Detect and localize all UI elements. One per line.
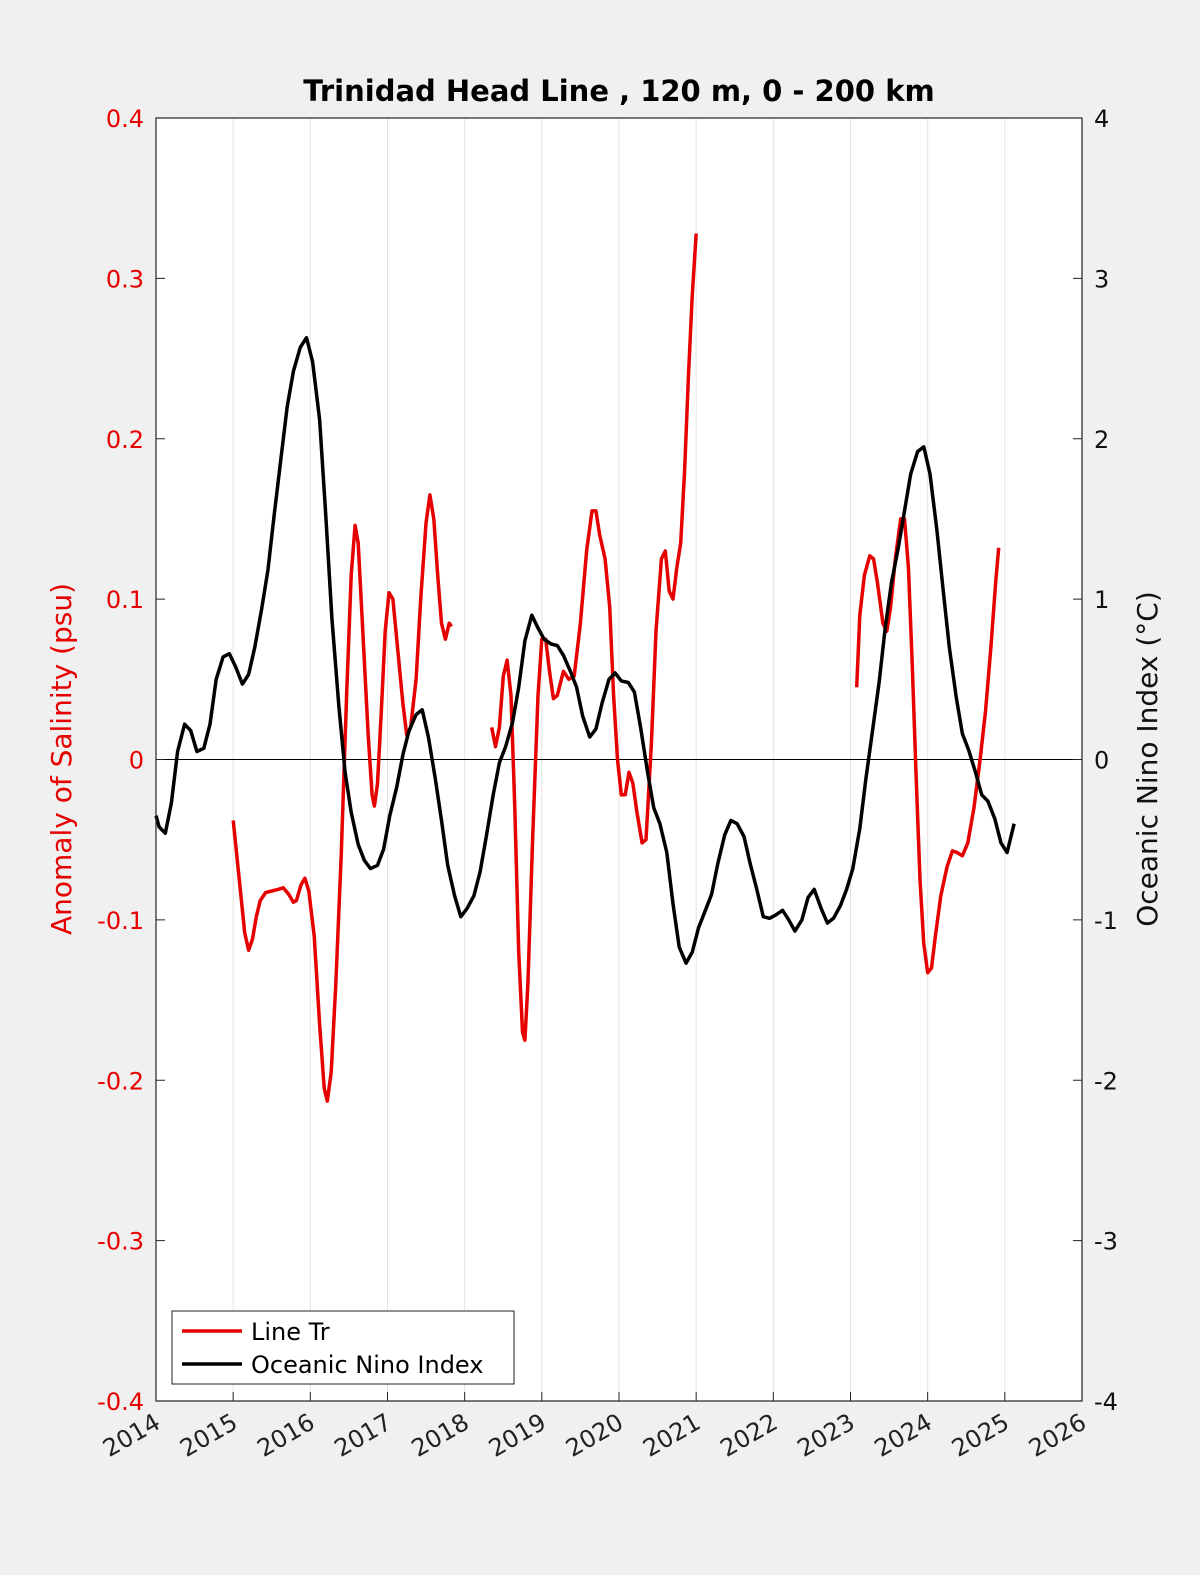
left-axis-label: Anomaly of Salinity (psu) bbox=[45, 583, 78, 935]
legend-box bbox=[171, 1310, 515, 1385]
right-tick-label: 4 bbox=[1094, 105, 1109, 133]
right-tick-label: 2 bbox=[1094, 426, 1109, 454]
left-tick-label: -0.3 bbox=[97, 1228, 144, 1256]
right-tick-label: -2 bbox=[1094, 1067, 1118, 1095]
right-axis-label: Oceanic Nino Index (°C) bbox=[1131, 591, 1164, 927]
right-tick-label: 1 bbox=[1094, 586, 1109, 614]
left-tick-label: -0.4 bbox=[97, 1388, 144, 1416]
left-tick-label: -0.2 bbox=[97, 1067, 144, 1095]
right-tick-label: -1 bbox=[1094, 907, 1118, 935]
series-line-tr-segment-0 bbox=[231, 493, 453, 1103]
right-tick-label: 3 bbox=[1094, 265, 1109, 293]
chart-title: Trinidad Head Line , 120 m, 0 - 200 km bbox=[303, 74, 934, 108]
right-tick-label: 0 bbox=[1094, 747, 1109, 775]
left-tick-label: 0.1 bbox=[106, 586, 144, 614]
legend: Line Tr Oceanic Nino Index bbox=[171, 1310, 515, 1385]
left-tick-label: 0.2 bbox=[106, 426, 144, 454]
series-layer bbox=[154, 233, 1016, 1103]
legend-label-oni: Oceanic Nino Index bbox=[251, 1351, 483, 1379]
left-tick-label: 0.3 bbox=[106, 265, 144, 293]
left-tick-label: 0.4 bbox=[106, 105, 144, 133]
left-tick-label: -0.1 bbox=[97, 907, 144, 935]
series-line-tr-segment-2 bbox=[854, 517, 1001, 975]
series-line-tr-segment-1 bbox=[489, 233, 698, 1042]
left-tick-label: 0 bbox=[129, 747, 144, 775]
series-oni-segment-0 bbox=[154, 335, 1016, 965]
legend-label-line-tr: Line Tr bbox=[251, 1318, 330, 1346]
right-tick-label: -3 bbox=[1094, 1228, 1118, 1256]
right-tick-label: -4 bbox=[1094, 1388, 1118, 1416]
